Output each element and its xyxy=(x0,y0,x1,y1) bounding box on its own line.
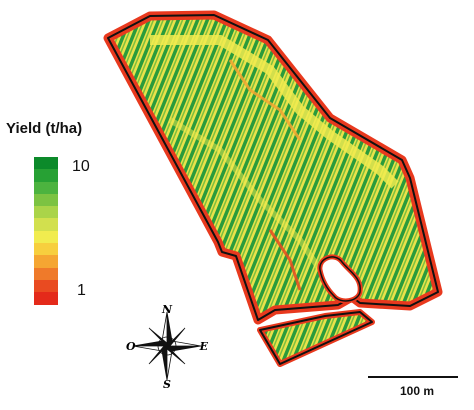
legend-swatch xyxy=(34,193,58,207)
field-outline xyxy=(107,14,439,321)
legend-min-label: 1 xyxy=(77,282,86,299)
scale-label: 100 m xyxy=(400,384,435,398)
field-main xyxy=(103,10,443,325)
legend-swatch xyxy=(34,181,58,194)
compass-west: O xyxy=(126,340,136,353)
legend-max-label: 10 xyxy=(72,158,90,175)
legend-swatch xyxy=(34,243,58,256)
legend-swatch xyxy=(34,230,58,244)
legend-swatch xyxy=(34,169,58,182)
legend-swatch xyxy=(34,292,58,305)
compass-south: S xyxy=(163,378,171,389)
compass-east: E xyxy=(199,340,209,353)
legend-swatch xyxy=(34,218,58,231)
legend-color-bar xyxy=(34,157,58,305)
legend-swatch xyxy=(34,279,58,293)
legend-swatch xyxy=(34,206,58,219)
field-variability xyxy=(150,35,399,291)
legend-swatch xyxy=(34,267,58,280)
legend-swatch xyxy=(34,255,58,268)
legend-swatch xyxy=(34,157,58,170)
scale-bar xyxy=(368,376,458,378)
legend-title: Yield (t/ha) xyxy=(6,120,83,137)
compass-rose: N S E O xyxy=(126,303,209,389)
field-strip xyxy=(257,309,375,367)
compass-north: N xyxy=(161,303,173,316)
